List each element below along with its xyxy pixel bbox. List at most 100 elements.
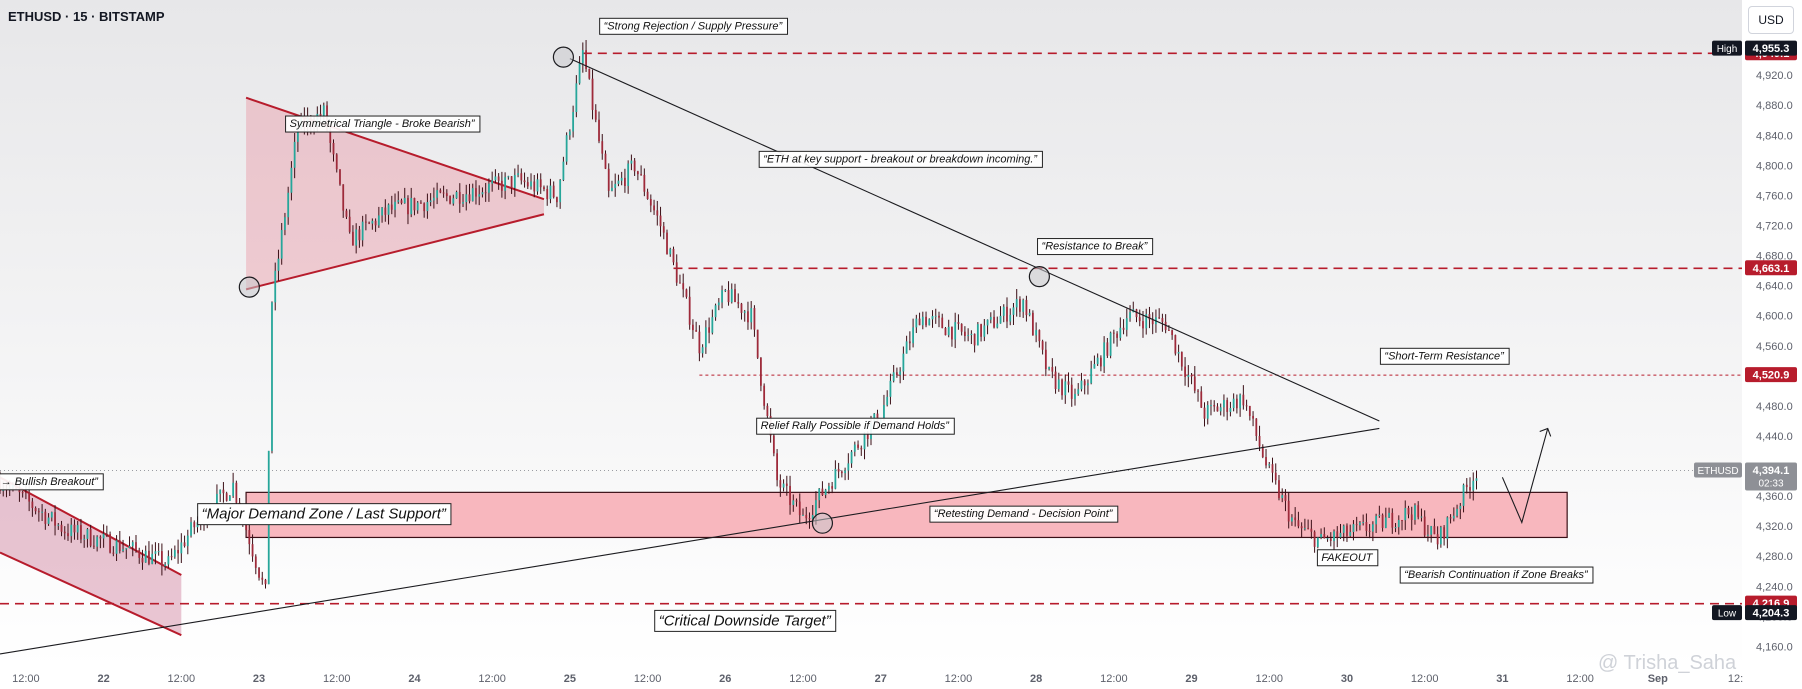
price-tick-label: 4,840.0 — [1756, 130, 1793, 142]
candle-body — [352, 231, 354, 246]
candle-body — [1180, 352, 1183, 367]
candle-body — [921, 316, 924, 326]
candle-body — [559, 180, 562, 203]
candle-body — [675, 262, 678, 283]
time-tick-label: Sep — [1648, 673, 1668, 685]
annotation: “Major Demand Zone / Last Support” — [197, 503, 452, 526]
candle-body — [488, 183, 490, 193]
candle-body — [692, 324, 694, 331]
candle-body — [620, 177, 623, 181]
candle-body — [280, 229, 283, 259]
candle-body — [193, 522, 196, 528]
candle-body — [47, 517, 50, 524]
candle-body — [912, 327, 914, 344]
candle-body — [850, 451, 853, 464]
candle-body — [1287, 500, 1290, 522]
candle-body — [18, 489, 21, 493]
candle-body — [374, 220, 377, 226]
annotation-box — [1316, 549, 1379, 567]
time-tick-label: 12: — [1728, 673, 1743, 685]
candle-body — [1171, 330, 1174, 336]
candle-body — [766, 405, 769, 417]
candle-body — [1002, 306, 1005, 316]
candle-body — [1083, 380, 1086, 386]
candle-body — [34, 508, 37, 512]
currency-button[interactable]: USD — [1748, 6, 1794, 34]
candle-body — [954, 322, 957, 340]
price-tick-label: 4,240.0 — [1756, 581, 1793, 593]
candle-body — [1452, 515, 1455, 519]
level-price-tag-text: 4,663.1 — [1753, 263, 1790, 275]
candle-body — [1436, 534, 1439, 545]
time-tick-label: 12:00 — [1255, 673, 1283, 685]
high-badge — [1712, 40, 1742, 56]
candle-body — [740, 303, 743, 313]
candle-body — [659, 215, 662, 227]
candle-body — [776, 453, 779, 481]
candle-body — [831, 486, 834, 489]
candle-body — [1216, 406, 1219, 412]
candle-body — [125, 548, 128, 550]
candle-body — [83, 538, 86, 540]
candle-body — [1213, 405, 1216, 407]
candle-body — [1313, 531, 1316, 547]
candle-body — [70, 524, 73, 537]
annotation-box — [0, 473, 104, 491]
candle-body — [465, 194, 468, 203]
candle-body — [1129, 312, 1131, 319]
high-badge-text: High — [1717, 44, 1738, 55]
candle-body — [925, 316, 927, 326]
candle-body — [1135, 309, 1138, 318]
candle-body — [546, 189, 549, 200]
candle-body — [1022, 299, 1025, 312]
candle-body — [578, 63, 581, 84]
annotation: “Critical Downside Target” — [654, 609, 837, 632]
candle-body — [190, 522, 192, 536]
candle-body — [1067, 381, 1070, 385]
price-axis[interactable]: 4,160.04,200.04,240.04,280.04,320.04,360… — [1694, 0, 1802, 669]
candle-body — [358, 229, 361, 241]
candle-body — [504, 177, 507, 191]
time-tick-label: 24 — [408, 673, 421, 685]
candle-body — [219, 489, 222, 494]
candle-body — [491, 180, 494, 184]
time-tick-label: 12:00 — [1100, 673, 1128, 685]
candle-body — [1307, 528, 1310, 530]
candle-body — [811, 515, 814, 520]
price-tick-label: 4,560.0 — [1756, 341, 1793, 353]
candle-body — [1103, 342, 1106, 367]
candle-body — [795, 500, 798, 502]
time-axis[interactable]: 12:00 22 12:00 23 12:00 24 12:00 25 12:00 26 12:00… — [0, 669, 1802, 689]
candle-body — [1359, 522, 1361, 526]
candle-body — [886, 396, 889, 406]
candle-body — [756, 329, 759, 358]
time-tick-label: 29 — [1185, 673, 1197, 685]
candle-body — [1090, 368, 1093, 384]
candle-body — [371, 220, 374, 224]
candle-body — [274, 270, 277, 303]
candle-body — [1138, 317, 1141, 322]
candle-body — [1459, 505, 1462, 509]
candle-body — [983, 325, 986, 337]
candle-body — [798, 501, 801, 516]
candle-body — [1381, 514, 1384, 528]
candle-body — [866, 432, 869, 440]
time-tick-label: 31 — [1496, 673, 1508, 685]
candle-body — [122, 549, 124, 552]
candle-body — [636, 171, 639, 175]
candle-body — [1122, 327, 1125, 330]
candle-body — [889, 380, 892, 397]
candle-body — [423, 203, 426, 212]
candle-body — [1329, 538, 1332, 541]
time-tick-label: 23 — [253, 673, 265, 685]
annotation: “Retesting Demand - Decision Point” — [929, 505, 1119, 523]
annotation-text: “Bearish Continuation if Zone Breaks” — [1404, 569, 1589, 581]
candle-body — [1427, 534, 1429, 536]
candle-body — [986, 319, 989, 326]
candle-body — [727, 290, 730, 303]
price-tick-label: 4,480.0 — [1756, 401, 1793, 413]
candle-body — [235, 482, 238, 503]
price-tick-label: 4,280.0 — [1756, 551, 1793, 563]
